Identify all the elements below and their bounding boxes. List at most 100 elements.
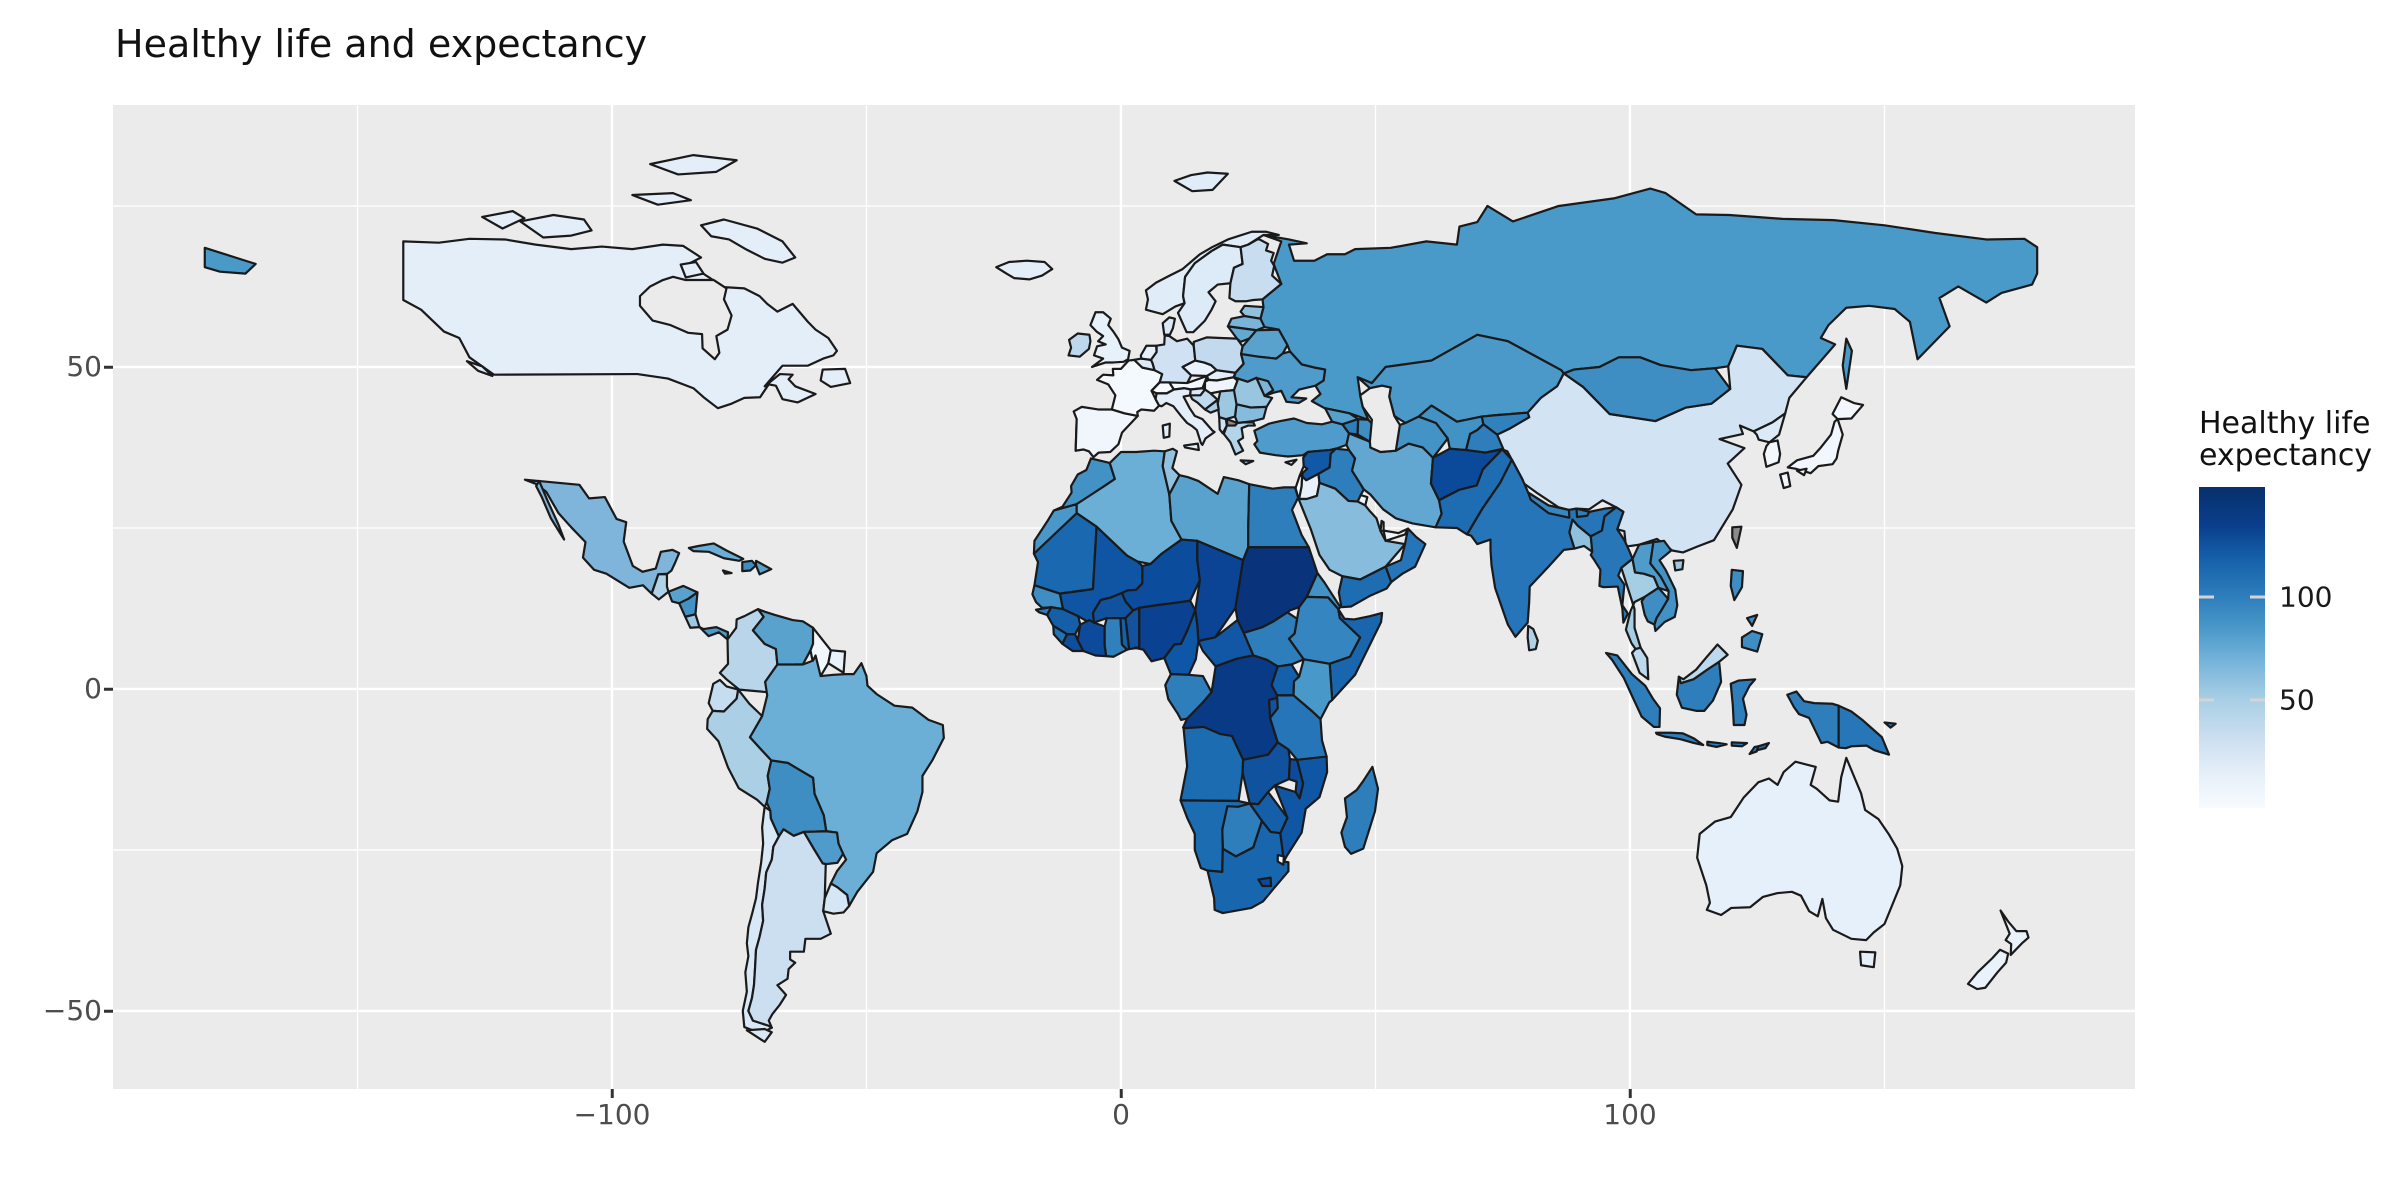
x-tick-mark xyxy=(610,1089,614,1098)
country-iceland xyxy=(996,261,1052,280)
country-united-kingdom xyxy=(1090,312,1129,367)
y-tick-mark xyxy=(104,1009,113,1013)
plot-panel xyxy=(113,105,2135,1089)
y-tick-label: 0 xyxy=(84,671,102,705)
x-tick-label: 100 xyxy=(1603,1098,1657,1131)
country-rwanda-burundi xyxy=(1269,698,1278,718)
legend-tick-mark xyxy=(2199,698,2214,702)
country-caspian-sea xyxy=(1360,386,1400,452)
country-somalia xyxy=(1330,609,1382,700)
legend-gradient-bar xyxy=(2199,486,2265,808)
legend-tick-mark xyxy=(2250,595,2265,599)
country-baffin-island xyxy=(701,219,795,262)
x-tick-label: −100 xyxy=(573,1098,651,1131)
country-saudi-arabia xyxy=(1299,483,1405,580)
country-argentina xyxy=(748,829,830,1027)
country-vietnam xyxy=(1650,541,1677,631)
country-bulgaria xyxy=(1235,404,1267,423)
country-cuba xyxy=(689,543,743,560)
country-sicily xyxy=(1184,444,1199,450)
y-tick-label: 50 xyxy=(66,349,102,383)
country-ireland xyxy=(1069,333,1091,356)
country-italy xyxy=(1156,388,1215,445)
country-japan-honshu xyxy=(1788,419,1843,473)
country-yemen xyxy=(1339,567,1391,608)
country-sumatra-indonesia xyxy=(1606,653,1660,727)
country-hainan xyxy=(1674,560,1684,570)
country-north-korea xyxy=(1754,413,1786,442)
country-slovenia xyxy=(1190,388,1205,395)
country-peru xyxy=(707,690,771,807)
country-panama xyxy=(700,627,729,639)
country-mexico xyxy=(525,480,679,594)
country-svalbard xyxy=(1174,172,1227,191)
country-ellesmere-island xyxy=(650,155,737,174)
country-sakhalin xyxy=(1843,339,1852,389)
country-tasmania xyxy=(1860,952,1875,967)
y-tick-mark xyxy=(104,365,113,369)
country-cambodia xyxy=(1642,588,1668,625)
plot-title: Healthy life and expectancy xyxy=(115,22,648,66)
country-japan-hokkaido xyxy=(1833,397,1864,419)
country-mauritania xyxy=(1034,513,1097,593)
country-eswatini xyxy=(1278,855,1284,865)
country-greece xyxy=(1224,422,1255,454)
country-sri-lanka xyxy=(1528,626,1538,650)
legend-tick-mark xyxy=(2199,595,2214,599)
legend-title-line2: expectancy xyxy=(2199,438,2373,474)
country-philippines-visayas xyxy=(1747,615,1757,626)
country-nepal xyxy=(1528,493,1569,518)
country-bosnia xyxy=(1205,400,1219,413)
country-banks-island xyxy=(482,211,524,228)
country-cote-divoire xyxy=(1078,620,1107,656)
country-south-korea xyxy=(1764,440,1780,466)
country-denmark xyxy=(1163,317,1175,334)
country-japan-kyushu xyxy=(1780,473,1790,488)
country-suriname xyxy=(828,650,845,673)
country-vancouver-island xyxy=(467,361,492,376)
country-lesotho xyxy=(1258,878,1271,886)
country-australia xyxy=(1697,758,1902,940)
country-japan-shikoku xyxy=(1797,469,1807,475)
country-dominican-republic xyxy=(756,561,771,575)
country-victoria-island xyxy=(520,215,591,238)
world-map xyxy=(113,105,2135,1089)
country-uae xyxy=(1384,529,1408,541)
country-bhutan xyxy=(1577,509,1590,517)
country-costa-rica xyxy=(685,614,699,628)
x-tick-label: 0 xyxy=(1112,1098,1130,1131)
country-angola xyxy=(1181,727,1244,801)
country-newfoundland xyxy=(821,369,851,387)
legend-bar-wrap: 100 50 xyxy=(2199,486,2332,808)
country-uruguay xyxy=(823,883,849,913)
country-philippines-luzon xyxy=(1731,570,1743,600)
legend-tick-mark xyxy=(2250,698,2265,702)
country-zambia xyxy=(1243,742,1290,804)
country-cameroon xyxy=(1164,610,1198,674)
country-serbia xyxy=(1218,390,1237,419)
country-kalimantan-indonesia xyxy=(1677,662,1721,711)
country-new-zealand-south xyxy=(1968,950,2008,989)
country-nicaragua xyxy=(679,592,697,616)
country-taiwan xyxy=(1732,527,1741,548)
country-crete xyxy=(1241,460,1254,464)
country-lebanon xyxy=(1300,466,1308,476)
x-tick-mark xyxy=(1119,1089,1123,1098)
country-flores-indonesia xyxy=(1732,742,1747,746)
country-tierra-del-fuego xyxy=(747,1029,772,1042)
country-malaysia xyxy=(1632,648,1648,680)
country-myanmar xyxy=(1591,507,1633,622)
country-new-zealand-north xyxy=(2001,910,2029,954)
country-sardinia xyxy=(1163,424,1170,438)
legend-title: Healthy life expectancy xyxy=(2199,407,2399,474)
country-west-papua-indonesia xyxy=(1787,692,1838,748)
country-south-africa xyxy=(1208,821,1289,913)
country-java-indonesia xyxy=(1656,733,1703,745)
country-egypt xyxy=(1248,484,1309,547)
country-mongolia xyxy=(1564,357,1730,421)
country-philippines-mindanao xyxy=(1742,631,1762,652)
country-hudson-bay xyxy=(640,277,732,359)
country-guatemala xyxy=(652,574,669,599)
country-qatar xyxy=(1381,521,1384,531)
